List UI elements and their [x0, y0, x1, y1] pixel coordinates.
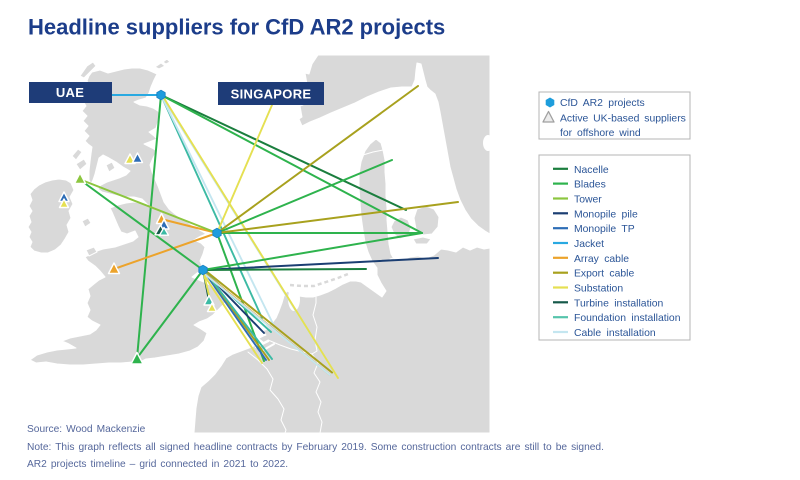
svg-text:Note: This graph reflects all: Note: This graph reflects all signed hea…	[27, 442, 604, 453]
svg-text:Source: Wood Mackenzie: Source: Wood Mackenzie	[27, 424, 146, 435]
svg-text:Export cable: Export cable	[574, 269, 634, 280]
svg-text:Cable installation: Cable installation	[574, 328, 656, 339]
svg-text:Array cable: Array cable	[574, 254, 629, 265]
svg-text:UAE: UAE	[56, 85, 84, 100]
svg-text:AR2 projects timeline – grid c: AR2 projects timeline – grid connected i…	[27, 459, 288, 470]
svg-text:Tower: Tower	[574, 195, 602, 206]
svg-text:Jacket: Jacket	[574, 239, 604, 250]
svg-text:Substation: Substation	[574, 284, 623, 295]
svg-text:Monopile TP: Monopile TP	[574, 224, 635, 235]
svg-text:Nacelle: Nacelle	[574, 165, 609, 176]
svg-text:CfD AR2 projects: CfD AR2 projects	[560, 98, 645, 109]
svg-text:Turbine installation: Turbine installation	[574, 298, 664, 309]
svg-text:for offshore wind: for offshore wind	[560, 128, 641, 139]
svg-text:Headline suppliers for CfD AR2: Headline suppliers for CfD AR2 projects	[28, 15, 445, 40]
svg-text:Monopile pile: Monopile pile	[574, 209, 638, 220]
svg-text:SINGAPORE: SINGAPORE	[231, 87, 312, 102]
svg-text:Foundation installation: Foundation installation	[574, 313, 681, 324]
svg-text:Blades: Blades	[574, 180, 606, 191]
svg-text:Active UK-based suppliers: Active UK-based suppliers	[560, 114, 686, 125]
